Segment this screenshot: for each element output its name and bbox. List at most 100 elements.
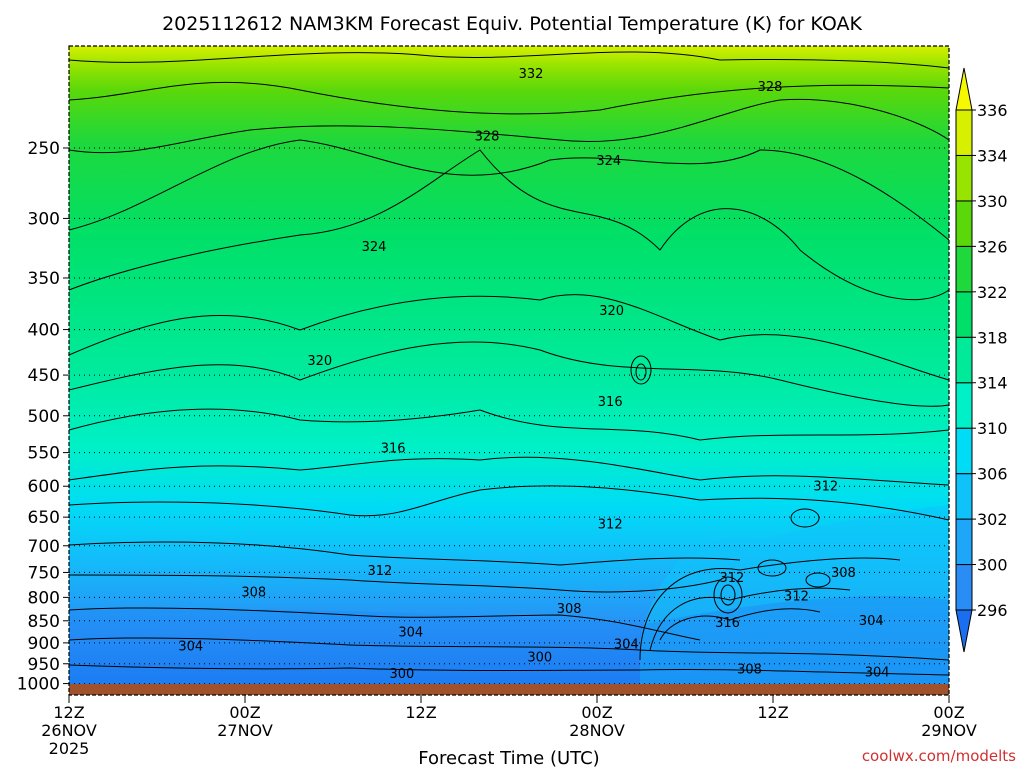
contour-line — [68, 139, 950, 241]
contour-label: 308 — [737, 663, 762, 678]
contour-line — [68, 607, 701, 641]
contour-line — [68, 341, 950, 407]
contour-line — [68, 637, 950, 661]
y-tick-label: 800 — [28, 588, 60, 608]
x-tick-label: 00Z — [229, 703, 260, 722]
x-tick-label: 26NOV — [41, 721, 97, 740]
contour-line — [68, 541, 741, 566]
contour-line — [68, 294, 950, 381]
colorbar-label: 336 — [977, 101, 1008, 120]
colorbar-label: 314 — [977, 374, 1008, 393]
colorbar-swatch — [955, 109, 973, 156]
contour-labels: 332 328 328 324 324 320 320 316 316 312 312 312 312 3… — [178, 67, 890, 682]
contour-closed-loop — [713, 576, 743, 614]
colorbar-label: 318 — [977, 328, 1008, 347]
y-tick-label: 350 — [28, 269, 60, 289]
contour-closed-loop — [635, 363, 647, 381]
contour-line — [68, 664, 950, 676]
contour-closed-loop — [790, 508, 820, 528]
colorbar-swatch — [955, 518, 973, 566]
y-tick-label: 950 — [28, 655, 60, 675]
contour-label: 312 — [813, 480, 838, 495]
colorbar-swatch — [955, 291, 973, 338]
contour-label: 316 — [381, 442, 406, 457]
contour-line — [68, 485, 950, 521]
contour-label: 320 — [599, 304, 624, 319]
colorbar-swatch — [955, 473, 973, 520]
contour-label: 328 — [758, 80, 783, 95]
colorbar: 296 300 302 306 310 314 318 322 326 330 334 336 — [955, 67, 1008, 653]
contour-line — [659, 608, 821, 641]
ground-surface — [69, 684, 949, 695]
colorbar-swatch — [955, 336, 973, 384]
x-tick-label: 00Z — [933, 703, 964, 722]
y-tick-label: 850 — [28, 612, 60, 632]
y-tick-label: 700 — [28, 537, 60, 557]
colorbar-swatch — [955, 382, 973, 429]
colorbar-label: 296 — [977, 601, 1008, 620]
contour-closed-loop — [720, 584, 736, 606]
contour-line — [68, 408, 950, 441]
x-tick-label: 2025 — [49, 739, 90, 758]
colorbar-label: 300 — [977, 556, 1008, 575]
x-tick-label: 29NOV — [921, 721, 977, 740]
colorbar-lower-arrow — [955, 609, 973, 653]
low-level-band — [69, 596, 949, 684]
y-tick-label: 400 — [28, 321, 60, 341]
contour-label: 324 — [362, 240, 387, 255]
y-tick-label: 300 — [28, 209, 60, 229]
contour-label: 332 — [519, 67, 544, 82]
y-axis: 2503003504004505005506006507007508008509… — [17, 139, 69, 695]
watermark-text: coolwx.com/modelts — [862, 747, 1016, 765]
contour-line — [68, 456, 950, 486]
x-tick-label: 27NOV — [217, 721, 273, 740]
contour-line — [68, 149, 950, 301]
y-tick-label: 250 — [28, 139, 60, 159]
y-tick-label: 500 — [28, 407, 60, 427]
contour-label: 304 — [614, 638, 639, 653]
contour-line — [639, 557, 901, 661]
contour-label: 320 — [307, 354, 332, 369]
contour-label: 308 — [831, 566, 856, 581]
contour-label: 308 — [241, 586, 266, 601]
y-tick-label: 550 — [28, 444, 60, 464]
colorbar-upper-arrow — [955, 67, 973, 111]
contour-label: 316 — [598, 395, 623, 410]
contour-closed-loop — [630, 355, 652, 385]
contour-line — [68, 574, 721, 593]
contour-label: 312 — [720, 571, 745, 586]
contour-label: 312 — [784, 589, 809, 604]
contour-closed-loop — [805, 572, 831, 588]
contour-line — [68, 51, 950, 69]
y-tick-label: 600 — [28, 477, 60, 497]
contour-label: 304 — [398, 626, 423, 641]
contour-lines — [68, 51, 950, 676]
contour-label: 312 — [598, 518, 623, 533]
colorbar-label: 322 — [977, 283, 1008, 302]
colorbar-swatch — [955, 564, 973, 611]
x-tick-label: 28NOV — [569, 721, 625, 740]
y-tick-label: 750 — [28, 563, 60, 583]
x-tick-label: 12Z — [757, 703, 788, 722]
contour-line — [68, 81, 950, 115]
plot-frame — [68, 45, 950, 696]
x-tick-label: 00Z — [581, 703, 612, 722]
y-tick-label: 450 — [28, 366, 60, 386]
colorbar-swatch — [955, 200, 973, 247]
contour-line — [68, 98, 950, 154]
x-tick-label: 12Z — [405, 703, 436, 722]
colorbar-swatch — [955, 245, 973, 293]
contour-line — [649, 587, 851, 651]
plot-area: 332 328 328 324 324 320 320 316 316 312 312 312 312 3… — [68, 45, 950, 696]
colorbar-label: 330 — [977, 192, 1008, 211]
contour-label: 300 — [527, 650, 552, 665]
contour-label: 300 — [390, 667, 415, 682]
contour-label: 324 — [596, 154, 621, 169]
contour-label: 308 — [557, 602, 582, 617]
colorbar-swatch — [955, 427, 973, 475]
colorbar-label: 310 — [977, 419, 1008, 438]
contour-label: 304 — [865, 665, 890, 680]
